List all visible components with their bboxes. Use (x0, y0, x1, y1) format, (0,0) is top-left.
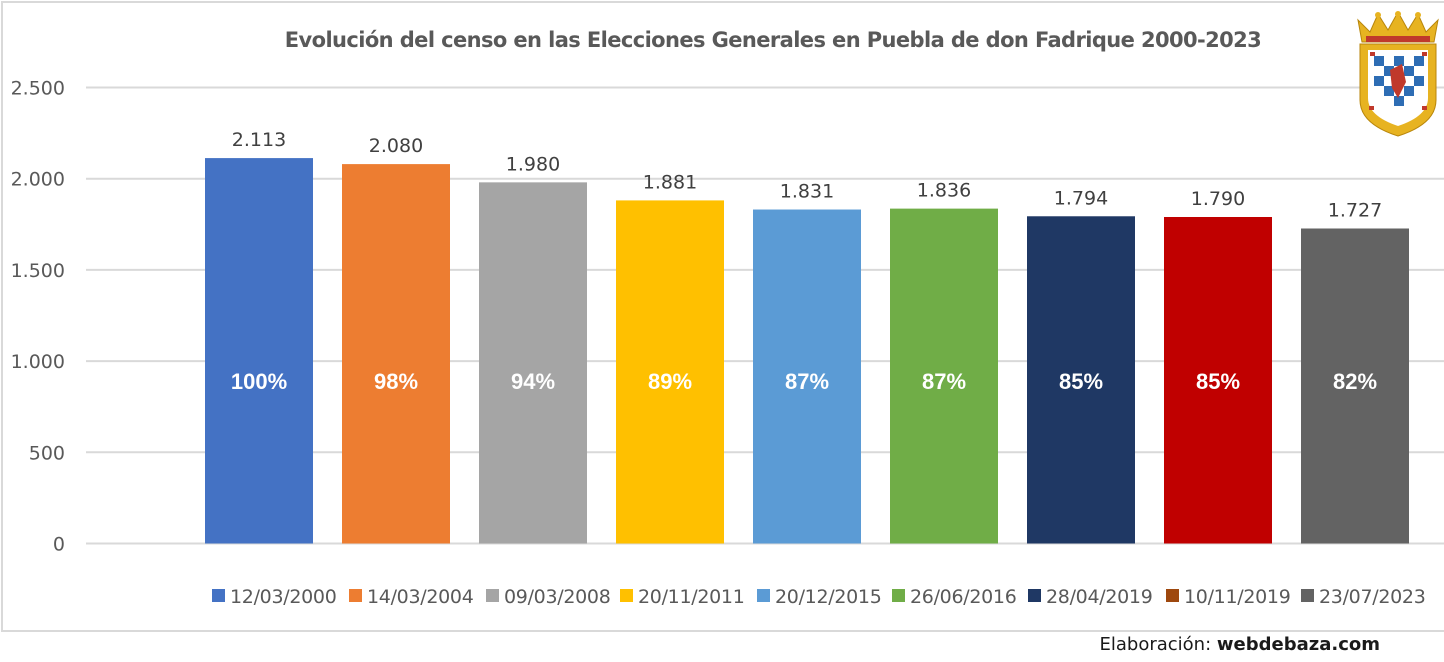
bar-percent-label: 100% (231, 369, 287, 394)
y-tick-label: 500 (29, 442, 65, 464)
bar-value-label: 1.790 (1191, 188, 1245, 210)
bar-percent-label: 82% (1333, 369, 1377, 394)
legend: 12/03/2000 14/03/2004 09/03/2008 20/11/2011… (212, 586, 1426, 608)
bar (1027, 216, 1135, 544)
legend-label: 28/04/2019 (1046, 586, 1153, 608)
legend-item: 23/07/2023 (1301, 586, 1426, 608)
legend-swatch (212, 589, 225, 602)
bar-value-label: 1.881 (643, 171, 697, 193)
bar-percent-label: 85% (1196, 369, 1240, 394)
y-axis-ticks: 0 500 1.000 1.500 2.000 2.500 (11, 78, 65, 556)
legend-item: 10/11/2019 (1166, 586, 1291, 608)
bar (890, 208, 998, 544)
legend-item: 20/11/2011 (620, 586, 745, 608)
credit-text: Elaboración: webdebaza.com (1100, 634, 1381, 655)
bar (479, 182, 587, 544)
legend-swatch (1301, 589, 1314, 602)
legend-item: 28/04/2019 (1028, 586, 1153, 608)
legend-swatch (486, 589, 499, 602)
legend-label: 12/03/2000 (230, 586, 337, 608)
credit-site: webdebaza.com (1216, 634, 1380, 655)
legend-swatch (1028, 589, 1041, 602)
bar-percent-label: 87% (922, 369, 966, 394)
legend-swatch (892, 589, 905, 602)
bar-percent-label: 87% (785, 369, 829, 394)
bar (342, 164, 450, 544)
bars (205, 158, 1409, 544)
bar (1164, 217, 1272, 544)
y-tick-label: 1.500 (11, 260, 65, 282)
bar-value-label: 1.831 (780, 181, 834, 203)
bar-value-label: 1.727 (1328, 199, 1382, 221)
bar (1301, 228, 1409, 544)
bar-value-label: 1.980 (506, 153, 560, 175)
legend-label: 09/03/2008 (504, 586, 611, 608)
bar-value-label: 1.794 (1054, 187, 1108, 209)
legend-label: 10/11/2019 (1184, 586, 1291, 608)
legend-swatch (620, 589, 633, 602)
legend-item: 20/12/2015 (757, 586, 882, 608)
bar (205, 158, 313, 544)
bar (616, 200, 724, 544)
legend-label: 14/03/2004 (367, 586, 474, 608)
legend-swatch (349, 589, 362, 602)
legend-item: 09/03/2008 (486, 586, 611, 608)
legend-label: 20/12/2015 (775, 586, 882, 608)
y-tick-label: 1.000 (11, 351, 65, 373)
bar-value-label: 2.113 (232, 129, 286, 151)
value-labels: 2.113 2.080 1.980 1.881 1.831 1.836 1.794 1.790… (232, 129, 1382, 221)
chart-frame (1, 1, 1444, 632)
coat-of-arms-icon (1357, 10, 1439, 137)
bar-value-label: 2.080 (369, 135, 423, 157)
legend-item: 12/03/2000 (212, 586, 337, 608)
legend-label: 26/06/2016 (910, 586, 1017, 608)
legend-swatch (757, 589, 770, 602)
y-tick-label: 2.500 (11, 78, 65, 100)
bar-value-label: 1.836 (917, 180, 971, 202)
legend-swatch (1166, 589, 1179, 602)
bar-percent-label: 85% (1059, 369, 1103, 394)
y-tick-label: 0 (53, 534, 65, 556)
y-tick-label: 2.000 (11, 169, 65, 191)
legend-item: 26/06/2016 (892, 586, 1017, 608)
bar-percent-label: 89% (648, 369, 692, 394)
chart-title: Evolución del censo en las Elecciones Ge… (285, 28, 1261, 52)
legend-label: 20/11/2011 (638, 586, 745, 608)
bar (753, 209, 861, 544)
legend-item: 14/03/2004 (349, 586, 474, 608)
credit-prefix: Elaboración: (1099, 634, 1217, 655)
legend-label: 23/07/2023 (1319, 586, 1426, 608)
bar-percent-label: 94% (511, 369, 555, 394)
percent-labels: 100% 98% 94% 89% 87% 87% 85% 85% 82% (231, 369, 1377, 394)
bar-percent-label: 98% (374, 369, 418, 394)
